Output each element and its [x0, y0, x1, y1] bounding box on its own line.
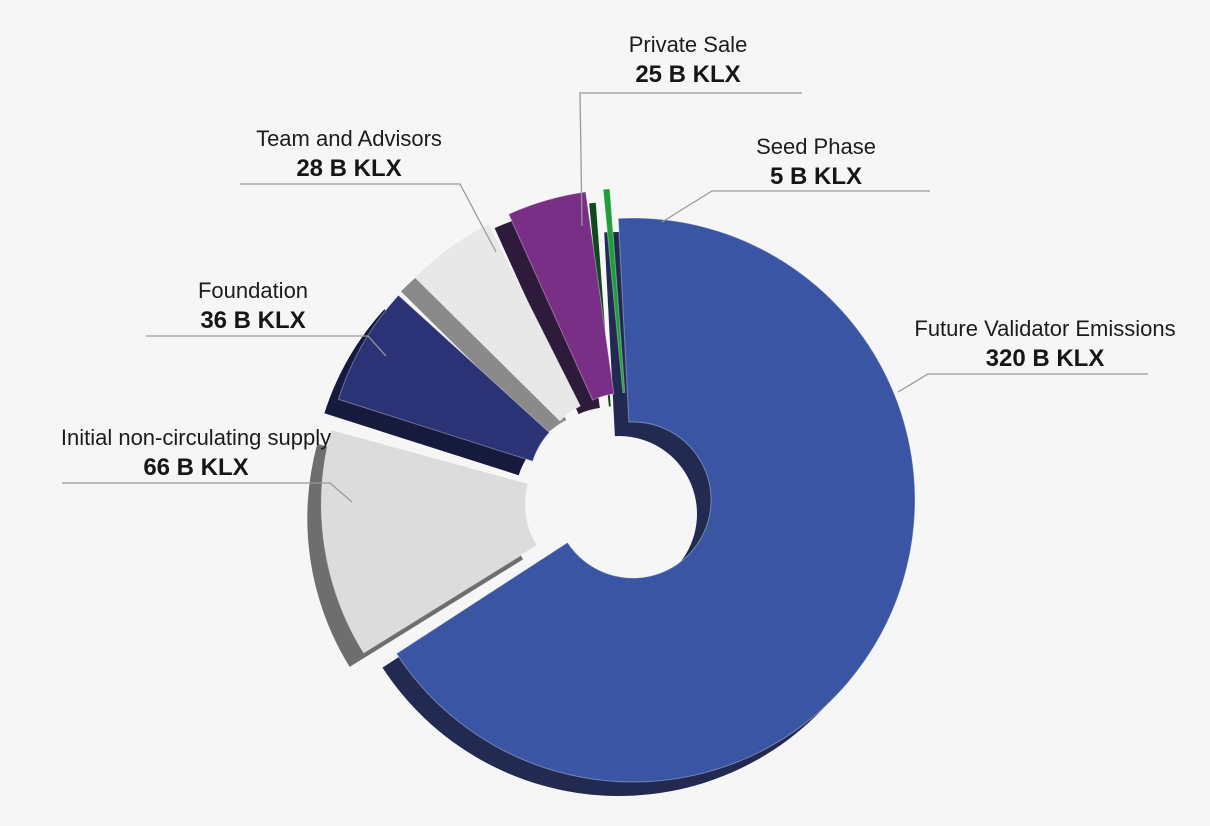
leader-line-seed-phase [661, 190, 930, 223]
slice-team-and-advisors[interactable] [414, 223, 581, 422]
slice-value-initial-non-circulating-supply: 66 B KLX [143, 454, 248, 481]
leader-line-future-validator-emissions [897, 373, 1148, 393]
donut-slices [307, 188, 916, 796]
leader-lines [62, 92, 1148, 503]
slice-label-foundation: Foundation [198, 278, 308, 303]
slice-label-future-validator-emissions: Future Validator Emissions [914, 316, 1175, 341]
slice-foundation[interactable] [337, 294, 551, 462]
slice-private-sale[interactable] [507, 191, 615, 401]
leader-line-foundation [146, 335, 387, 357]
slice-label-team-and-advisors: Team and Advisors [256, 126, 442, 151]
slice-labels: Future Validator Emissions 320 B KLX Initi… [61, 32, 1176, 481]
slice-label-seed-phase: Seed Phase [756, 134, 876, 159]
leader-line-initial-non-circulating-supply [62, 482, 353, 503]
leader-line-team-and-advisors [240, 183, 497, 253]
slice-seed-phase[interactable] [602, 188, 626, 394]
slice-initial-non-circulating-supply[interactable] [320, 429, 538, 654]
slice-label-initial-non-circulating-supply: Initial non-circulating supply [61, 425, 331, 450]
slice-future-validator-emissions[interactable] [395, 217, 916, 783]
slice-label-private-sale: Private Sale [629, 32, 748, 57]
slice-value-private-sale: 25 B KLX [635, 61, 740, 88]
slice-value-seed-phase: 5 B KLX [770, 163, 862, 190]
slice-value-foundation: 36 B KLX [200, 307, 305, 334]
leader-line-private-sale [579, 92, 802, 227]
slice-value-future-validator-emissions: 320 B KLX [986, 345, 1105, 372]
slice-value-team-and-advisors: 28 B KLX [296, 155, 401, 182]
